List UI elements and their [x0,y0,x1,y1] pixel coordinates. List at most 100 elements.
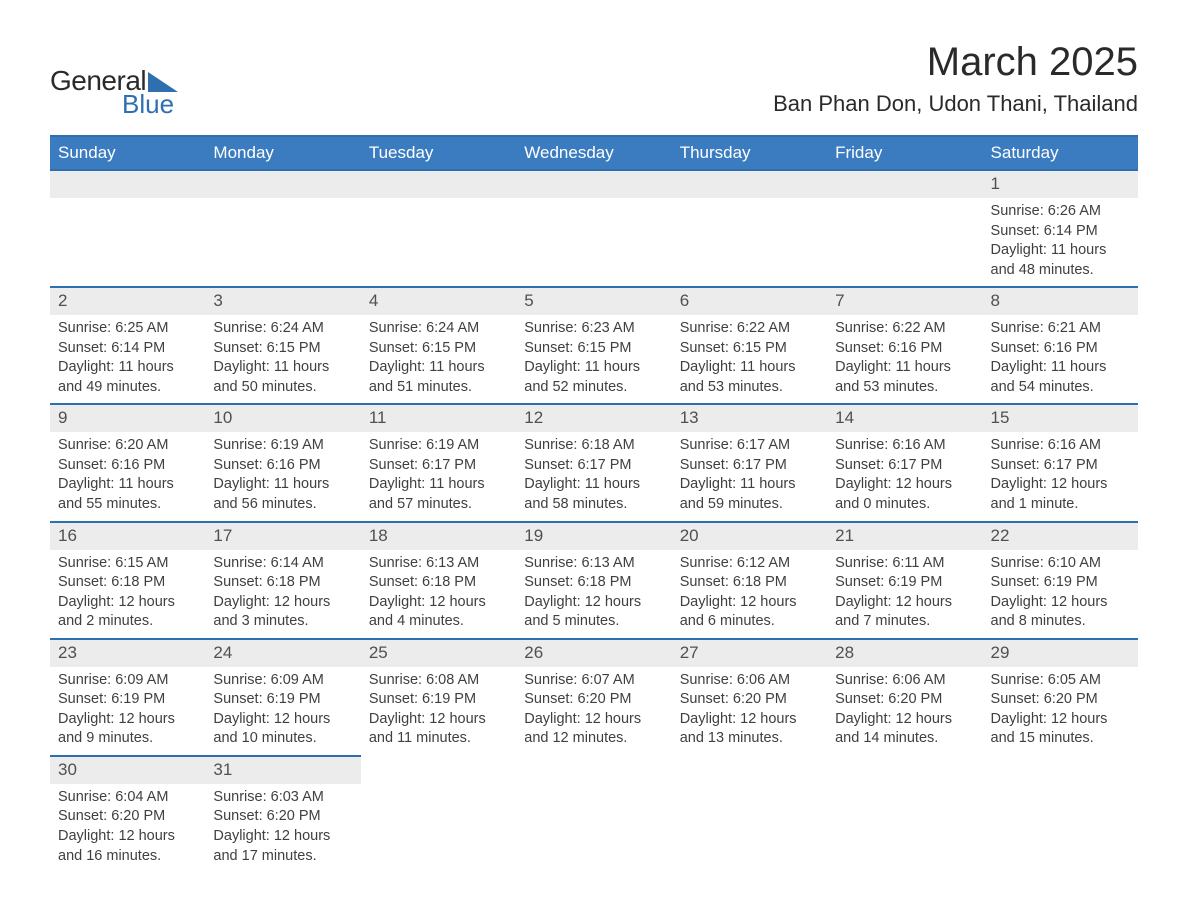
location-text: Ban Phan Don, Udon Thani, Thailand [773,91,1138,117]
week-detail-row: Sunrise: 6:20 AMSunset: 6:16 PMDaylight:… [50,432,1138,521]
daylight-text: Daylight: 11 hours and 59 minutes. [680,475,819,514]
day-number: 17 [213,526,232,545]
sunrise-text: Sunrise: 6:09 AM [58,671,197,691]
day-detail-cell: Sunrise: 6:23 AMSunset: 6:15 PMDaylight:… [516,315,671,404]
day-number: 14 [835,408,854,427]
sunrise-text: Sunrise: 6:13 AM [524,554,663,574]
day-number: 8 [991,291,1000,310]
day-number: 11 [369,408,387,427]
sunrise-text: Sunrise: 6:09 AM [213,671,352,691]
day-number: 28 [835,643,854,662]
day-number-cell: 31 [205,756,360,784]
col-tuesday: Tuesday [361,136,516,170]
day-number: 22 [991,526,1010,545]
daylight-text: Daylight: 11 hours and 56 minutes. [213,475,352,514]
sunrise-text: Sunrise: 6:08 AM [369,671,508,691]
day-detail-cell: Sunrise: 6:03 AMSunset: 6:20 PMDaylight:… [205,784,360,872]
daylight-text: Daylight: 12 hours and 9 minutes. [58,710,197,749]
day-detail-cell: Sunrise: 6:06 AMSunset: 6:20 PMDaylight:… [827,667,982,756]
day-number: 12 [524,408,543,427]
day-number: 5 [524,291,533,310]
day-detail-cell: Sunrise: 6:18 AMSunset: 6:17 PMDaylight:… [516,432,671,521]
week-detail-row: Sunrise: 6:04 AMSunset: 6:20 PMDaylight:… [50,784,1138,872]
daylight-text: Daylight: 12 hours and 6 minutes. [680,593,819,632]
day-detail-cell [205,198,360,287]
day-detail-cell: Sunrise: 6:04 AMSunset: 6:20 PMDaylight:… [50,784,205,872]
day-number: 26 [524,643,543,662]
sunrise-text: Sunrise: 6:15 AM [58,554,197,574]
day-number: 19 [524,526,543,545]
col-monday: Monday [205,136,360,170]
day-number: 18 [369,526,388,545]
day-detail-cell: Sunrise: 6:20 AMSunset: 6:16 PMDaylight:… [50,432,205,521]
day-number-cell: 7 [827,287,982,315]
daylight-text: Daylight: 12 hours and 3 minutes. [213,593,352,632]
daylight-text: Daylight: 11 hours and 55 minutes. [58,475,197,514]
day-number-cell: 2 [50,287,205,315]
day-number-cell [672,756,827,784]
sunset-text: Sunset: 6:19 PM [369,690,508,710]
day-number-cell: 5 [516,287,671,315]
sunrise-text: Sunrise: 6:24 AM [213,319,352,339]
day-number-cell: 21 [827,522,982,550]
sunset-text: Sunset: 6:17 PM [991,456,1130,476]
day-detail-cell: Sunrise: 6:14 AMSunset: 6:18 PMDaylight:… [205,550,360,639]
daylight-text: Daylight: 11 hours and 58 minutes. [524,475,663,514]
header: General Blue March 2025 Ban Phan Don, Ud… [50,40,1138,117]
daylight-text: Daylight: 11 hours and 52 minutes. [524,358,663,397]
day-detail-cell: Sunrise: 6:24 AMSunset: 6:15 PMDaylight:… [205,315,360,404]
month-title: March 2025 [773,40,1138,85]
sunrise-text: Sunrise: 6:10 AM [991,554,1130,574]
sunset-text: Sunset: 6:20 PM [680,690,819,710]
sunrise-text: Sunrise: 6:13 AM [369,554,508,574]
day-number-cell: 18 [361,522,516,550]
daylight-text: Daylight: 12 hours and 2 minutes. [58,593,197,632]
day-detail-cell: Sunrise: 6:12 AMSunset: 6:18 PMDaylight:… [672,550,827,639]
sunset-text: Sunset: 6:15 PM [213,339,352,359]
sunset-text: Sunset: 6:17 PM [369,456,508,476]
sunset-text: Sunset: 6:16 PM [213,456,352,476]
col-saturday: Saturday [983,136,1138,170]
day-number: 27 [680,643,699,662]
day-number-cell [672,170,827,198]
sunset-text: Sunset: 6:16 PM [58,456,197,476]
day-detail-cell [516,784,671,872]
week-detail-row: Sunrise: 6:09 AMSunset: 6:19 PMDaylight:… [50,667,1138,756]
day-detail-cell: Sunrise: 6:21 AMSunset: 6:16 PMDaylight:… [983,315,1138,404]
day-detail-cell: Sunrise: 6:25 AMSunset: 6:14 PMDaylight:… [50,315,205,404]
daylight-text: Daylight: 12 hours and 4 minutes. [369,593,508,632]
day-detail-cell [827,784,982,872]
sunrise-text: Sunrise: 6:19 AM [369,436,508,456]
sunset-text: Sunset: 6:15 PM [369,339,508,359]
day-number-cell: 1 [983,170,1138,198]
day-number: 24 [213,643,232,662]
sunrise-text: Sunrise: 6:05 AM [991,671,1130,691]
sunrise-text: Sunrise: 6:06 AM [835,671,974,691]
sunset-text: Sunset: 6:20 PM [524,690,663,710]
day-number-cell [50,170,205,198]
day-detail-cell [983,784,1138,872]
sunset-text: Sunset: 6:18 PM [524,573,663,593]
sunset-text: Sunset: 6:17 PM [680,456,819,476]
daylight-text: Daylight: 12 hours and 11 minutes. [369,710,508,749]
daylight-text: Daylight: 12 hours and 12 minutes. [524,710,663,749]
logo-text-blue: Blue [122,91,178,117]
sunrise-text: Sunrise: 6:25 AM [58,319,197,339]
day-detail-cell [361,198,516,287]
day-number-cell: 20 [672,522,827,550]
day-detail-cell: Sunrise: 6:22 AMSunset: 6:15 PMDaylight:… [672,315,827,404]
day-detail-cell: Sunrise: 6:11 AMSunset: 6:19 PMDaylight:… [827,550,982,639]
sunset-text: Sunset: 6:19 PM [213,690,352,710]
day-number-cell: 14 [827,404,982,432]
day-number-cell [361,170,516,198]
day-detail-cell: Sunrise: 6:17 AMSunset: 6:17 PMDaylight:… [672,432,827,521]
day-detail-cell: Sunrise: 6:08 AMSunset: 6:19 PMDaylight:… [361,667,516,756]
day-number-cell: 26 [516,639,671,667]
sunset-text: Sunset: 6:20 PM [58,807,197,827]
sunset-text: Sunset: 6:14 PM [991,222,1130,242]
sunset-text: Sunset: 6:17 PM [835,456,974,476]
week-daynum-row: 16171819202122 [50,522,1138,550]
sunrise-text: Sunrise: 6:06 AM [680,671,819,691]
day-detail-cell: Sunrise: 6:16 AMSunset: 6:17 PMDaylight:… [983,432,1138,521]
daylight-text: Daylight: 12 hours and 16 minutes. [58,827,197,866]
